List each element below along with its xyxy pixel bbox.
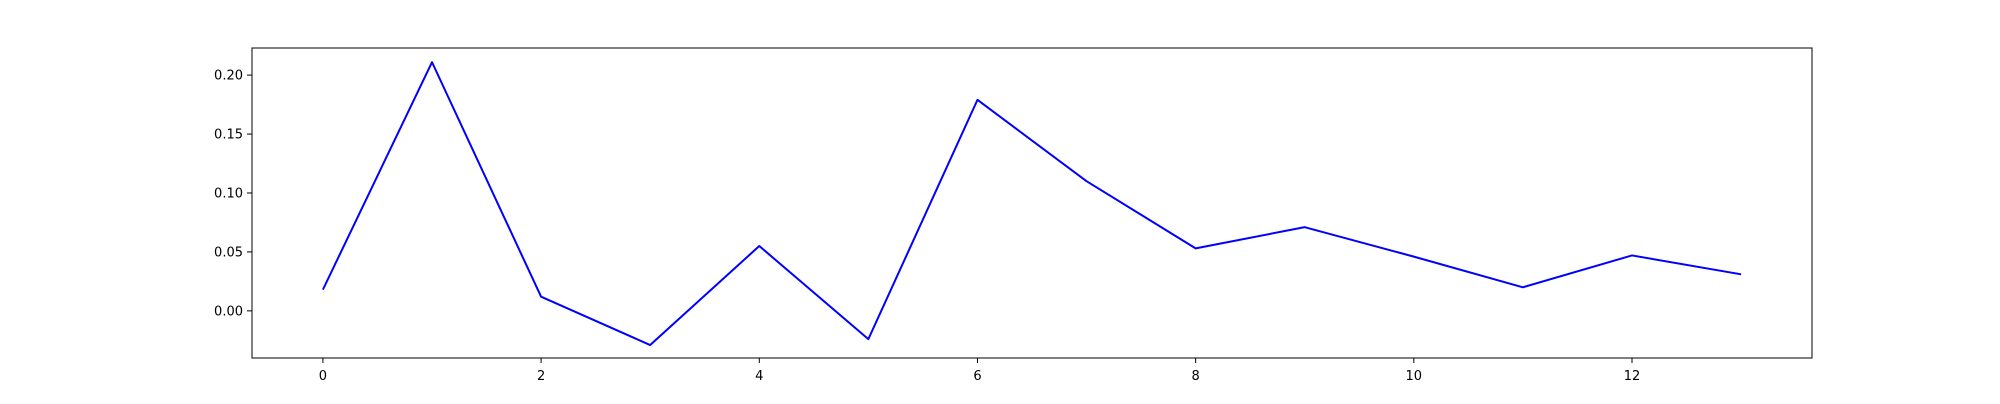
- x-tick-label: 4: [755, 369, 763, 384]
- x-axis: 0 2 4 6 8 10 12: [319, 358, 1641, 384]
- plot-frame: [251, 47, 1813, 359]
- series-line-0: [322, 61, 1742, 347]
- x-tick-label: 2: [537, 369, 545, 384]
- x-tick-label: 12: [1624, 369, 1641, 384]
- y-tick-label: 0.05: [214, 245, 243, 260]
- x-tick-label: 10: [1406, 369, 1423, 384]
- y-tick-label: 0.15: [214, 128, 243, 143]
- y-axis: 0.00 0.05 0.10 0.15 0.20: [214, 69, 252, 319]
- plot-layer: [322, 61, 1742, 347]
- y-tick-label: 0.20: [214, 69, 243, 84]
- x-tick-label: 6: [973, 369, 981, 384]
- x-tick-label: 8: [1191, 369, 1199, 384]
- y-tick-label: 0.00: [214, 304, 243, 319]
- x-tick-label: 0: [319, 369, 327, 384]
- y-tick-label: 0.10: [214, 186, 243, 201]
